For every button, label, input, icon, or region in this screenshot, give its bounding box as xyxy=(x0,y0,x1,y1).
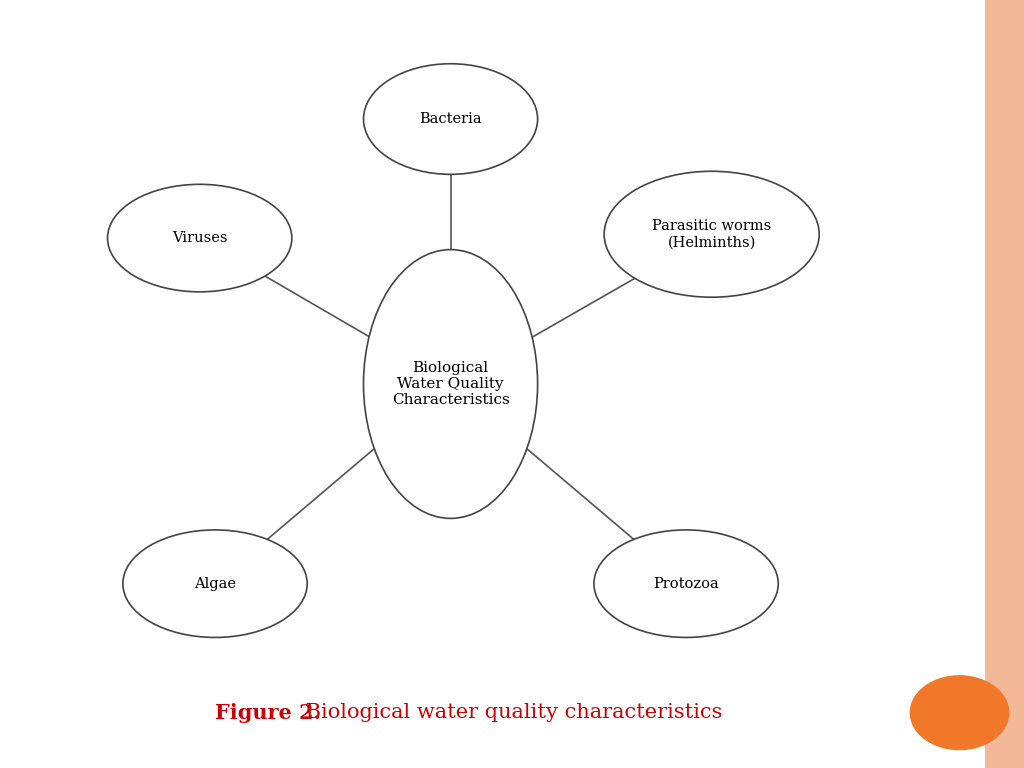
Text: Protozoa: Protozoa xyxy=(653,577,719,591)
Text: Biological water quality characteristics: Biological water quality characteristics xyxy=(299,703,722,722)
Text: Algae: Algae xyxy=(194,577,237,591)
Text: Bacteria: Bacteria xyxy=(419,112,482,126)
Ellipse shape xyxy=(594,530,778,637)
Text: Biological
Water Quality
Characteristics: Biological Water Quality Characteristics xyxy=(392,361,509,407)
Text: Parasitic worms
(Helminths): Parasitic worms (Helminths) xyxy=(652,219,771,250)
Ellipse shape xyxy=(123,530,307,637)
Ellipse shape xyxy=(604,171,819,297)
Ellipse shape xyxy=(108,184,292,292)
Text: Viruses: Viruses xyxy=(172,231,227,245)
Text: Figure 2.: Figure 2. xyxy=(215,703,322,723)
Bar xyxy=(985,0,1024,768)
Ellipse shape xyxy=(364,250,538,518)
Ellipse shape xyxy=(364,64,538,174)
